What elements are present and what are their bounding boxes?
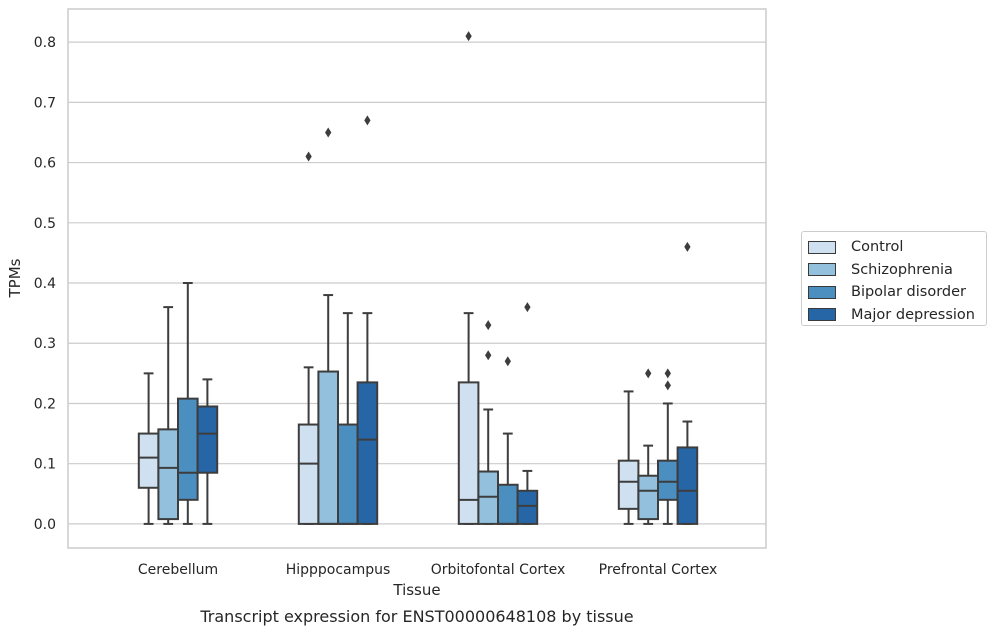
box-body bbox=[297, 423, 320, 525]
legend-swatch bbox=[808, 263, 836, 277]
box-major-depression bbox=[676, 241, 699, 525]
outlier-point bbox=[664, 368, 671, 379]
box-body bbox=[157, 428, 179, 521]
box-body bbox=[337, 423, 359, 525]
box-schizophrenia bbox=[637, 368, 660, 525]
box-body bbox=[617, 459, 640, 510]
y-tick-label: 0.3 bbox=[34, 336, 56, 352]
legend-swatch bbox=[808, 285, 836, 299]
x-axis-label: Tissue bbox=[392, 581, 440, 599]
x-tick-labels: Cerebellum Hipppocampus Orbitofontal Corte… bbox=[138, 562, 717, 578]
y-tick-label: 0.4 bbox=[34, 276, 56, 292]
plot-area-frame bbox=[67, 8, 767, 549]
legend-item: Major depression bbox=[808, 304, 986, 327]
box-bipolar-disorder bbox=[177, 282, 199, 525]
box-major-depression bbox=[196, 378, 219, 525]
outlier-point bbox=[504, 356, 511, 367]
legend-swatch bbox=[808, 308, 836, 322]
legend: Control Schizophrenia Bipolar disorder Majo… bbox=[801, 231, 987, 326]
y-tick-label: 0.7 bbox=[34, 95, 56, 111]
outlier-point bbox=[645, 368, 652, 379]
legend-swatch bbox=[808, 240, 836, 254]
box-body bbox=[657, 459, 679, 501]
box-body bbox=[676, 446, 699, 525]
y-tick-labels: 0.0 0.1 0.2 0.3 0.4 0.5 0.6 0.7 0.8 bbox=[34, 35, 56, 533]
y-tick-label: 0.8 bbox=[34, 35, 56, 51]
legend-item: Bipolar disorder bbox=[808, 281, 986, 304]
box-control bbox=[137, 372, 160, 525]
legend-label: Control bbox=[851, 239, 904, 256]
outlier-point bbox=[305, 151, 312, 162]
box-body bbox=[317, 370, 339, 525]
y-tick-label: 0.0 bbox=[34, 517, 56, 533]
y-tick-label: 0.6 bbox=[34, 156, 56, 172]
box-body bbox=[177, 397, 199, 501]
y-tick-label: 0.5 bbox=[34, 216, 56, 232]
box-body bbox=[457, 381, 480, 525]
box-body bbox=[356, 381, 379, 525]
x-tick-label: Hipppocampus bbox=[286, 562, 391, 578]
outlier-point bbox=[325, 127, 332, 138]
y-axis-label: TPMs bbox=[6, 258, 24, 298]
box-control bbox=[297, 151, 320, 525]
legend-label: Schizophrenia bbox=[851, 261, 953, 278]
box-schizophrenia bbox=[157, 306, 179, 525]
x-tick-label: Prefrontal Cortex bbox=[599, 562, 718, 578]
outlier-point bbox=[364, 115, 371, 126]
box-schizophrenia bbox=[477, 320, 499, 525]
outlier-point bbox=[684, 241, 691, 252]
x-tick-label: Cerebellum bbox=[138, 562, 218, 578]
box-body bbox=[516, 489, 539, 525]
box-schizophrenia bbox=[317, 127, 339, 525]
box-major-depression bbox=[516, 302, 539, 525]
legend-label: Major depression bbox=[851, 306, 975, 323]
outlier-point bbox=[664, 380, 671, 391]
x-tick-label: Orbitofontal Cortex bbox=[431, 562, 566, 578]
legend-item: Schizophrenia bbox=[808, 259, 986, 282]
box-body bbox=[196, 405, 219, 474]
y-tick-label: 0.1 bbox=[34, 457, 56, 473]
outlier-point bbox=[465, 31, 472, 42]
y-tick-label: 0.2 bbox=[34, 396, 56, 412]
box-body bbox=[497, 483, 519, 525]
box-bipolar-disorder bbox=[497, 356, 519, 525]
chart-caption: Transcript expression for ENST0000064810… bbox=[199, 607, 633, 626]
outlier-point bbox=[524, 302, 531, 313]
legend-item: Control bbox=[808, 236, 986, 259]
outlier-point bbox=[485, 320, 492, 331]
legend-label: Bipolar disorder bbox=[851, 284, 966, 301]
box-control bbox=[457, 31, 480, 525]
box-bipolar-disorder bbox=[657, 368, 679, 525]
box-elements bbox=[137, 31, 699, 525]
box-bipolar-disorder bbox=[337, 312, 359, 525]
box-major-depression bbox=[356, 115, 379, 525]
box-control bbox=[617, 390, 640, 525]
outlier-point bbox=[485, 350, 492, 361]
box-body bbox=[637, 474, 660, 521]
box-body bbox=[137, 432, 160, 489]
